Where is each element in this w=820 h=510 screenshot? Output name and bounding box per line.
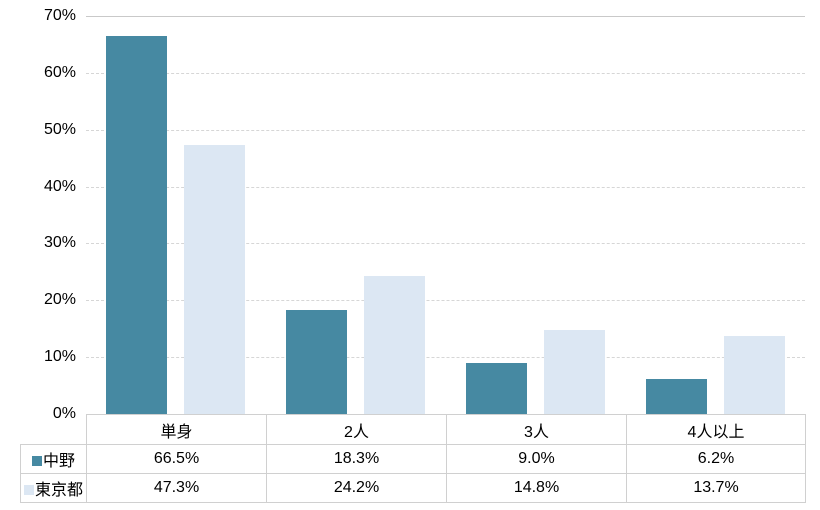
series-row-nakano: 中野 66.5% 18.3% 9.0% 6.2% bbox=[20, 444, 806, 474]
value-cell-tokyo-3: 13.7% bbox=[626, 473, 806, 503]
value-cell-nakano-0: 66.5% bbox=[86, 444, 267, 474]
bar-series0-cat2 bbox=[465, 362, 527, 414]
y-axis-tick-label-0: 0% bbox=[52, 405, 76, 422]
bar-group-3 bbox=[625, 16, 805, 414]
y-axis-tick-label-20: 20% bbox=[43, 291, 76, 309]
data-table: 単身 2人 3人 4人以上 中野 66.5% 18.3% 9.0% 6.2% 東… bbox=[20, 414, 806, 503]
legend-cell-tokyo: 東京都 bbox=[20, 473, 87, 503]
gridline-60 bbox=[86, 72, 805, 74]
y-axis-tick-label-10: 10% bbox=[43, 348, 76, 366]
series-row-tokyo: 東京都 47.3% 24.2% 14.8% 13.7% bbox=[20, 473, 806, 503]
tokyo-legend-swatch-icon bbox=[23, 484, 34, 495]
gridline-40 bbox=[86, 186, 805, 188]
nakano-legend-swatch-icon bbox=[31, 455, 42, 466]
category-header-row: 単身 2人 3人 4人以上 bbox=[21, 414, 806, 445]
bar-group-2 bbox=[446, 16, 626, 414]
bar-groups bbox=[86, 16, 805, 414]
table-corner-cell bbox=[21, 415, 87, 445]
value-cell-tokyo-2: 14.8% bbox=[446, 473, 627, 503]
bar-series1-cat3 bbox=[723, 336, 785, 414]
plot-area bbox=[86, 16, 805, 414]
category-header-0: 単身 bbox=[86, 414, 267, 445]
gridline-30 bbox=[86, 243, 805, 245]
y-axis-tick-label-50: 50% bbox=[43, 120, 76, 138]
gridline-10 bbox=[86, 357, 805, 359]
bar-series0-cat3 bbox=[645, 378, 707, 414]
bar-group-0 bbox=[86, 16, 266, 414]
gridline-50 bbox=[86, 129, 805, 131]
category-header-1: 2人 bbox=[266, 414, 447, 445]
value-cell-nakano-1: 18.3% bbox=[266, 444, 447, 474]
series-name-tokyo: 東京都 bbox=[34, 482, 83, 499]
y-axis-tick-label-30: 30% bbox=[43, 234, 76, 252]
category-header-2: 3人 bbox=[446, 414, 627, 445]
y-axis-tick-label-70: 70% bbox=[43, 7, 76, 24]
bar-group-1 bbox=[266, 16, 446, 414]
bar-series1-cat1 bbox=[364, 276, 426, 414]
value-cell-nakano-2: 9.0% bbox=[446, 444, 627, 474]
y-axis-tick-label-40: 40% bbox=[43, 177, 76, 195]
bar-series1-cat2 bbox=[543, 329, 605, 414]
gridline-70 bbox=[86, 16, 805, 17]
value-cell-nakano-3: 6.2% bbox=[626, 444, 806, 474]
value-cell-tokyo-0: 47.3% bbox=[86, 473, 267, 503]
bar-series0-cat0 bbox=[106, 35, 168, 414]
y-axis-tick-label-60: 60% bbox=[43, 63, 76, 81]
legend-cell-nakano: 中野 bbox=[20, 444, 87, 474]
bar-series0-cat1 bbox=[286, 309, 348, 414]
value-cell-tokyo-1: 24.2% bbox=[266, 473, 447, 503]
gridline-20 bbox=[86, 300, 805, 302]
series-name-nakano: 中野 bbox=[42, 453, 75, 470]
bar-series1-cat0 bbox=[184, 145, 246, 414]
category-header-3: 4人以上 bbox=[626, 414, 806, 445]
